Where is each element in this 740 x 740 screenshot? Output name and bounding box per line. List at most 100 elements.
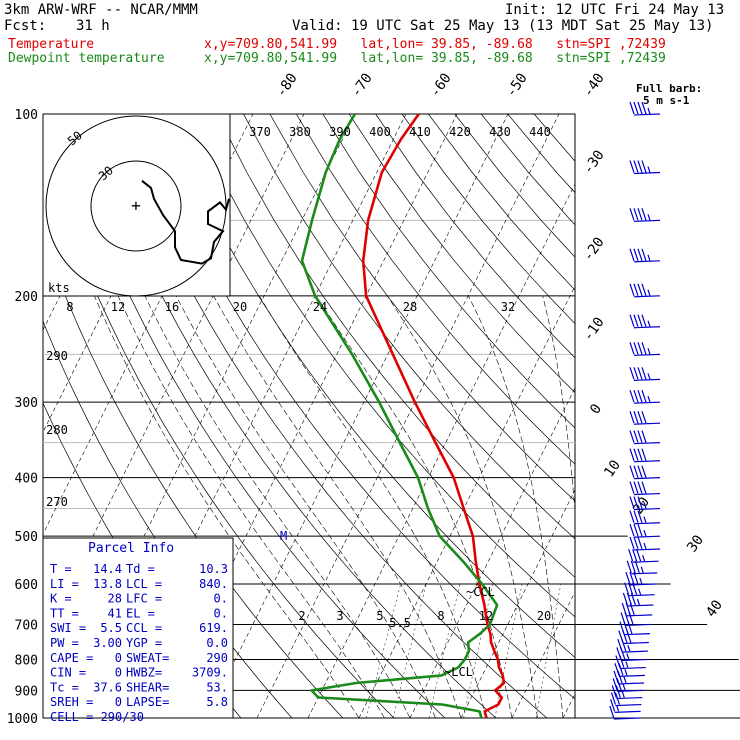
wind-barb-200 [629,283,661,298]
parcel-key-7-b: HWBZ= [126,666,162,680]
dry-adiabat-270 [43,148,395,718]
isotherm-label--80: -80 [273,70,301,100]
wind-barb-1000 [609,705,640,720]
mixing-ratio-5 [428,583,461,718]
parcel-key-0-b: Td = [126,562,155,576]
parcel-key-5-b: YGP = [126,636,162,650]
parcel-key-0-a: T = [50,562,72,576]
parcel-val-7-b: 3709. [192,666,228,680]
dry-adiabat-440 [480,114,575,226]
parcel-val-6-b: 290 [206,651,228,665]
theta-label-440: 440 [529,125,551,139]
parcel-val-7-a: 0 [115,666,122,680]
isotherm-label-0: 0 [587,401,605,417]
parcel-key-3-a: TT = [50,606,79,620]
wind-barb-450 [629,496,661,511]
parcel-val-2-b: 0. [214,592,228,606]
mixing-ratio-low-label-1: 3 [336,609,343,623]
parcel-key-4-b: CCL = [126,621,162,635]
isotherm-30 [562,693,575,718]
mixing-ratio-label-8: 8 [66,300,73,314]
isotherm-label-30: 30 [684,532,707,555]
isotherm-label-10: 10 [601,457,624,480]
mixing-ratio-label-12: 12 [111,300,125,314]
parcel-key-8-a: Tc = [50,680,79,694]
mixing-ratio-label-28: 28 [403,300,417,314]
dry-adiabat-290 [84,114,497,718]
parcel-key-9-a: SREH = [50,695,93,709]
theta-label-420: 420 [449,125,471,139]
moist-adiabat-35 [542,295,575,515]
barb-legend-unit: 5 m s-1 [643,94,690,107]
wind-barb-575 [626,560,658,575]
mixing-ratio-low-label-4: 8 [437,609,444,623]
parcel-key-4-a: SWI = [50,621,86,635]
parcel-val-8-b: 53. [206,680,228,694]
wind-barb-250 [629,342,661,356]
wind-barb-775 [617,638,648,653]
dry-adiabat-330 [190,114,575,618]
parcel-key-9-b: LAPSE= [126,695,169,709]
parcel-info-box [42,537,234,719]
mixing-ratio-label-16: 16 [165,300,179,314]
parcel-key-5-a: PW = [50,636,79,650]
parcel-val-0-a: 14.4 [93,562,122,576]
pressure-label-100: 100 [15,108,38,123]
theta-side-label-280: 280 [46,423,68,437]
wind-barb-850 [614,663,645,677]
parcel-key-1-a: LI = [50,577,79,591]
parcel-val-2-a: 28 [108,592,122,606]
isotherm-10 [460,489,575,718]
parcel-key-1-b: LCL = [126,577,162,591]
wind-barb-100 [629,101,661,116]
parcel-key-2-b: LFC = [126,592,162,606]
isotherm--30 [256,114,560,718]
moist-adiabat-15 [258,295,487,718]
legend-temperature-name: Temperature [8,37,95,52]
dry-adiabat-280 [58,114,446,718]
parcel-val-4-a: 5.5 [100,621,122,635]
theta-label-380: 380 [289,125,311,139]
isotherm-50 [665,114,740,718]
parcel-val-1-a: 13.8 [93,577,122,591]
parcel-key-3-b: EL = [126,606,155,620]
theta-label-390: 390 [329,125,351,139]
valid-time: Valid: 19 UTC Sat 25 May 13 (13 MDT Sat … [292,18,714,34]
hodograph-ring-0 [90,160,182,252]
ccl-marker: ~CCL [466,585,495,599]
wind-barb-375 [629,448,661,463]
isotherm-label-40: 40 [703,597,726,620]
parcel-key-8-b: SHEAR= [126,680,169,694]
hodograph-trace [141,180,230,265]
pressure-label-700: 700 [15,618,38,633]
isotherm-label--30: -30 [580,147,608,177]
parcel-key-6-a: CAPE = [50,651,93,665]
parcel-val-6-a: 0 [115,651,122,665]
dry-adiabat-300 [111,114,548,718]
isotherm--20 [307,183,575,718]
pressure-label-900: 900 [15,684,38,699]
theta-label-430: 430 [489,125,511,139]
theta-side-label-270: 270 [46,495,68,509]
mixing-ratio-3 [392,583,427,718]
wind-barb-300 [629,389,661,404]
dry-adiabat-420 [428,114,575,291]
mixing-ratio-label-20: 20 [233,300,247,314]
mixing-ratio-low-label-0: 2 [298,609,305,623]
wind-barb-875 [613,670,645,685]
parcel-cell: CELL = 290/30 [50,710,144,724]
moist-adiabat--10 [94,295,360,718]
wind-barb-350 [629,430,661,445]
pressure-label-300: 300 [15,396,38,411]
forecast-label: Fcst: [4,18,47,34]
hodograph-box [42,113,231,297]
wind-barb-950 [610,692,642,707]
dry-adiabat-370 [295,114,575,465]
wind-barb-125 [629,160,661,175]
wind-barb-275 [629,367,661,381]
pressure-label-200: 200 [15,290,38,305]
moist-adiabat-10 [213,295,462,718]
pressure-label-800: 800 [15,653,38,668]
parcel-key-2-a: K = [50,592,72,606]
